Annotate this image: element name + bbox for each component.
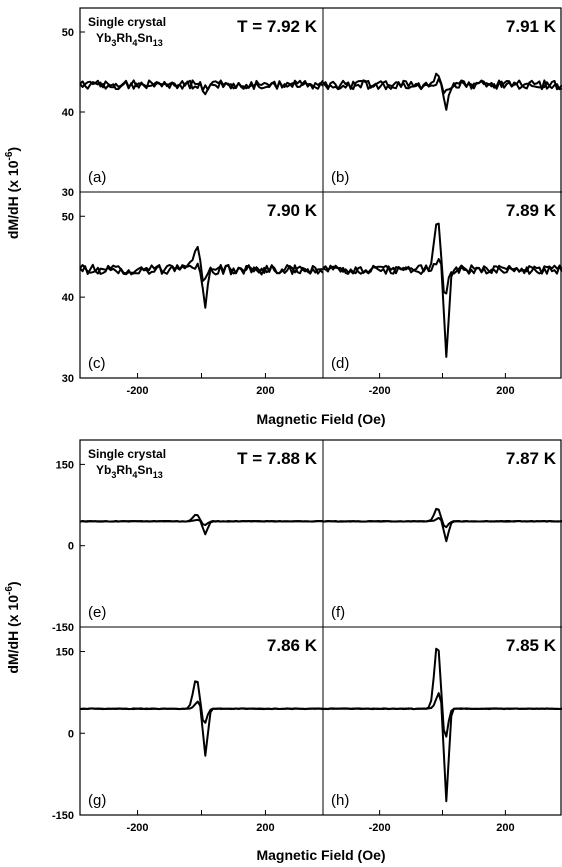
temperature-label: 7.85 K — [506, 636, 557, 655]
x-tick-label: 200 — [496, 822, 514, 834]
panel-c: 7.90 K (c) — [80, 201, 323, 372]
panel-g: 7.86 K (g) — [80, 636, 323, 809]
panel-letter-label: (f) — [331, 604, 345, 621]
chart-block-1: 30 40 50 30 40 50 -200 200 -200 200 T = 7.92 K (a) 7… — [4, 8, 562, 427]
temperature-label: 7.87 K — [506, 449, 557, 468]
y-tick-label: 0 — [68, 541, 74, 553]
y-axis-title-suffix: ) — [5, 147, 21, 152]
y-tick-label: 40 — [62, 107, 74, 119]
formula-element: Rh — [116, 463, 132, 477]
temperature-label: 7.91 K — [506, 17, 557, 36]
panel-letter-label: (e) — [88, 604, 106, 621]
y-tick-label: 30 — [62, 187, 74, 199]
sample-label-line1: Single crystal — [88, 447, 166, 461]
y-tick-label: 40 — [62, 292, 74, 304]
y-tick-label: -150 — [52, 622, 74, 634]
y-tick-label: 30 — [62, 373, 74, 385]
y-tick-label: 150 — [56, 459, 74, 471]
sample-label: Single crystal Yb3Rh4Sn13 — [88, 447, 166, 480]
temperature-label: 7.89 K — [506, 201, 557, 220]
temperature-label: T = 7.88 K — [237, 449, 318, 468]
formula-element: Yb — [96, 31, 111, 45]
formula-subscript: 13 — [153, 38, 163, 48]
data-series-branch-2 — [80, 520, 323, 534]
x-tick-label: -200 — [369, 822, 391, 834]
sample-label: Single crystal Yb3Rh4Sn13 — [88, 15, 166, 48]
data-series-branch-2 — [323, 518, 562, 541]
data-series-branch-2 — [323, 693, 562, 801]
formula-element: Yb — [96, 463, 111, 477]
panel-h: 7.85 K (h) — [323, 636, 562, 809]
chart-block-2: -150 0 150 -150 0 150 -200 200 -200 200 T = 7.88 K… — [4, 440, 562, 863]
y-tick-label: 0 — [68, 728, 74, 740]
panel-letter-label: (a) — [88, 169, 106, 186]
y-axis-title: dM/dH (x 10-6) — [4, 581, 21, 673]
formula-element: Sn — [137, 463, 152, 477]
x-tick-label: -200 — [369, 385, 391, 397]
y-tick-label: 150 — [56, 647, 74, 659]
x-axis-title: Magnetic Field (Oe) — [256, 411, 385, 427]
x-tick-label: 200 — [496, 385, 514, 397]
panel-d: 7.89 K (d) — [323, 201, 562, 372]
sample-formula: Yb3Rh4Sn13 — [96, 31, 163, 48]
x-tick-label: 200 — [256, 385, 274, 397]
y-tick-label: 50 — [62, 27, 74, 39]
panel-letter-label: (h) — [331, 792, 349, 809]
data-series-branch-2 — [323, 79, 562, 110]
temperature-label: 7.90 K — [267, 201, 318, 220]
panel-letter-label: (b) — [331, 169, 349, 186]
plot-frame — [80, 8, 561, 378]
panel-letter-label: (d) — [331, 355, 349, 372]
temperature-label: 7.86 K — [267, 636, 318, 655]
panel-letter-label: (g) — [88, 792, 106, 809]
panel-b: 7.91 K (b) — [323, 17, 562, 186]
y-tick-label: 50 — [62, 211, 74, 223]
y-tick-label: -150 — [52, 810, 74, 822]
x-tick-label: -200 — [127, 822, 149, 834]
formula-element: Sn — [137, 31, 152, 45]
x-tick-label: -200 — [127, 385, 149, 397]
y-axis-title-suffix: ) — [5, 581, 21, 586]
x-tick-label: 200 — [256, 822, 274, 834]
formula-subscript: 13 — [153, 470, 163, 480]
y-axis-title-main: dM/dH (x 10 — [5, 595, 21, 674]
y-axis-title: dM/dH (x 10-6) — [4, 147, 21, 239]
formula-element: Rh — [116, 31, 132, 45]
temperature-label: T = 7.92 K — [237, 17, 318, 36]
x-axis-title: Magnetic Field (Oe) — [256, 847, 385, 863]
sample-label-line1: Single crystal — [88, 15, 166, 29]
y-axis-title-main: dM/dH (x 10 — [5, 160, 21, 239]
data-series-branch-2 — [323, 259, 562, 357]
panel-f: 7.87 K (f) — [323, 449, 562, 621]
sample-formula: Yb3Rh4Sn13 — [96, 463, 163, 480]
panel-letter-label: (c) — [88, 355, 106, 372]
